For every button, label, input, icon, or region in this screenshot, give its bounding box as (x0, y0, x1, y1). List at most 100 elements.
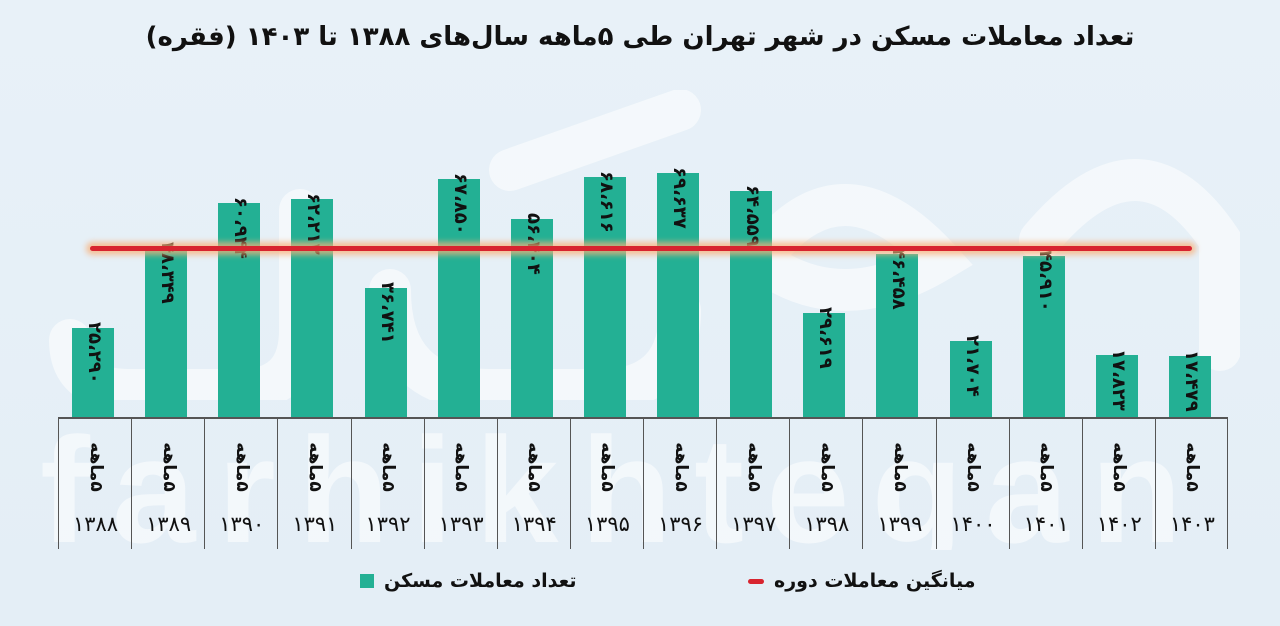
bar-value-text: ۱۷،۴۷۹ (1180, 349, 1202, 412)
category-year: ۱۳۹۶ (657, 512, 704, 536)
legend-series-label: تعداد معاملات مسکن (384, 570, 577, 592)
bar-value-text: ۶۹،۶۳۷ (669, 167, 690, 229)
bar-group: ۱۷،۴۷۹ (1155, 80, 1228, 417)
bar-value-text: ۶۷،۸۵۰ (449, 173, 471, 236)
bar-value-text: ۶۴،۵۵۹ (742, 184, 764, 247)
bar (218, 203, 261, 417)
category-period: ۵ماهه (205, 437, 278, 497)
category-period-text: ۵ماهه (85, 442, 106, 492)
bar-group: ۲۱،۷۰۴ (936, 80, 1009, 417)
category-cell: ۵ماهه ۱۴۰۰ (935, 419, 1009, 549)
category-cell: ۵ماهه ۱۴۰۳ (1154, 419, 1229, 549)
category-period: ۵ماهه (498, 437, 571, 497)
category-period-text: ۵ماهه (1109, 442, 1130, 492)
bar-value-text: ۳۶،۷۴۱ (376, 282, 398, 345)
category-year: ۱۳۹۷ (731, 512, 777, 536)
category-cell: ۵ماهه ۱۳۹۶ (643, 419, 716, 549)
category-period: ۵ماهه (863, 437, 936, 497)
category-period-text: ۵ماهه (743, 442, 764, 492)
bar (949, 340, 992, 417)
category-year: ۱۴۰۲ (1096, 512, 1142, 536)
category-period-text: ۵ماهه (158, 442, 179, 492)
bar (145, 247, 188, 417)
category-period-text: ۵ماهه (304, 442, 325, 492)
bar-value-text: ۱۷،۸۲۳ (1107, 348, 1129, 411)
category-period: ۵ماهه (278, 437, 351, 497)
category-year: ۱۳۹۰ (219, 512, 265, 536)
category-period: ۵ماهه (1083, 437, 1156, 497)
bar-group: ۶۰،۹۴۴ (204, 80, 277, 417)
bar-group: ۱۷،۸۲۳ (1082, 80, 1155, 417)
category-cell: ۵ماهه ۱۳۹۵ (569, 419, 644, 549)
legend-average-label: میانگین معاملات دوره (774, 570, 976, 592)
bar-value-text: ۲۹،۶۱۹ (815, 307, 837, 369)
category-cell: ۵ماهه ۱۳۹۸ (789, 419, 862, 549)
bar (364, 288, 407, 417)
bar (1022, 256, 1065, 417)
legend-square-icon (360, 574, 374, 588)
category-cell: ۵ماهه ۱۴۰۱ (1008, 419, 1083, 549)
category-period: ۵ماهه (644, 437, 717, 497)
category-period-text: ۵ماهه (231, 442, 252, 492)
bar-value-text: ۲۵،۲۹۰ (84, 322, 105, 385)
category-cell: ۵ماهه ۱۳۸۹ (131, 419, 204, 549)
category-period-text: ۵ماهه (670, 442, 691, 492)
category-period: ۵ماهه (790, 437, 863, 497)
bar (583, 176, 626, 417)
category-period-text: ۵ماهه (963, 442, 983, 492)
category-year: ۱۳۸۹ (146, 512, 192, 536)
category-axis: ۵ماهه ۱۳۸۸ ۵ماهه ۱۳۸۹ ۵ماهه ۱۳۹۰ ۵ماهه ۱۳۹۱ ۵ماه… (58, 417, 1228, 549)
category-period: ۵ماهه (1156, 437, 1229, 497)
category-period-text: ۵ماهه (1036, 442, 1057, 492)
plot-area: ۲۵،۲۹۰ ۴۸،۳۴۹ ۶۰،۹۴۴ ۶۲،۲۱۲ ۳۶،۷۴۱ ۶۷،۸۵۰ ۵۶،۴… (58, 80, 1228, 417)
bar (510, 219, 553, 417)
legend-item-average: میانگین معاملات دوره (748, 570, 976, 592)
bar-group: ۳۶،۷۴۱ (351, 80, 424, 417)
average-line (90, 246, 1192, 251)
bar-value-text: ۶۸،۶۱۶ (595, 170, 617, 233)
bar-group: ۴۶،۴۵۸ (862, 80, 935, 417)
bar-group: ۶۷،۸۵۰ (424, 80, 497, 417)
category-period-text: ۵ماهه (451, 442, 472, 492)
category-cell: ۵ماهه ۱۳۹۲ (350, 419, 424, 549)
category-period-text: ۵ماهه (816, 442, 837, 492)
bar-group: ۲۵،۲۹۰ (58, 80, 131, 417)
bar (657, 173, 699, 417)
bar-value-text: ۲۱،۷۰۴ (961, 334, 983, 397)
bar (803, 313, 846, 417)
category-year: ۱۳۹۴ (511, 512, 557, 536)
category-cell: ۵ماهه ۱۳۹۰ (204, 419, 277, 549)
bar-group: ۶۲،۲۱۲ (277, 80, 350, 417)
category-period: ۵ماهه (571, 437, 644, 497)
legend-item-series: تعداد معاملات مسکن (360, 570, 576, 592)
category-cell: ۵ماهه ۱۳۸۸ (58, 419, 131, 549)
category-year: ۱۳۹۳ (438, 512, 484, 536)
category-year: ۱۳۹۹ (877, 512, 923, 536)
chart-title: تعداد معاملات مسکن در شهر تهران طی ۵ماهه… (145, 22, 1135, 52)
category-cell: ۵ماهه ۱۴۰۲ (1081, 419, 1156, 549)
bar-group: ۴۵،۹۱۰ (1009, 80, 1082, 417)
bar (876, 254, 919, 417)
bar (291, 199, 334, 417)
bar (72, 328, 114, 417)
legend-line-icon (748, 578, 764, 584)
category-year: ۱۳۹۲ (365, 512, 411, 536)
category-period: ۵ماهه (717, 437, 790, 497)
category-period-text: ۵ماهه (889, 442, 910, 492)
bar (437, 179, 480, 417)
category-period: ۵ماهه (132, 437, 205, 497)
category-period: ۵ماهه (425, 437, 498, 497)
category-period-text: ۵ماهه (378, 442, 398, 492)
category-year: ۱۴۰۳ (1169, 512, 1215, 536)
category-cell: ۵ماهه ۱۳۹۳ (423, 419, 498, 549)
category-cell: ۵ماهه ۱۳۹۱ (277, 419, 350, 549)
category-period-text: ۵ماهه (597, 442, 618, 492)
category-period: ۵ماهه (1010, 437, 1083, 497)
category-cell: ۵ماهه ۱۳۹۷ (716, 419, 789, 549)
bar-group: ۲۹،۶۱۹ (789, 80, 862, 417)
bar-group: ۴۸،۳۴۹ (131, 80, 204, 417)
category-cell: ۵ماهه ۱۳۹۴ (496, 419, 571, 549)
bar-group: ۵۶،۴۰۴ (497, 80, 570, 417)
bar-group: ۶۸،۶۱۶ (570, 80, 643, 417)
category-year: ۱۳۸۸ (72, 512, 119, 536)
